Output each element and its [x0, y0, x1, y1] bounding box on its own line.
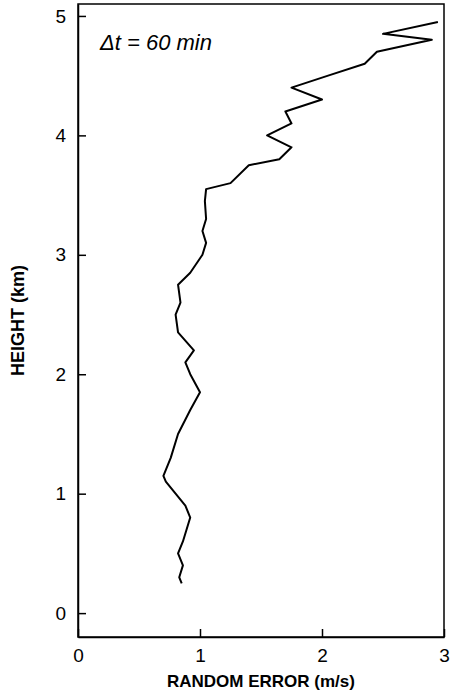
x-tick-label: 0 — [73, 645, 84, 666]
y-tick-mark — [78, 255, 86, 257]
y-tick: 0 — [55, 603, 86, 624]
profile-line — [163, 22, 438, 583]
y-tick-mark — [78, 374, 86, 376]
x-tick: 3 — [439, 629, 450, 666]
y-tick: 2 — [55, 364, 86, 385]
y-tick: 4 — [55, 125, 86, 146]
y-tick: 3 — [55, 244, 86, 265]
y-axis-line — [78, 5, 80, 638]
x-tick-mark — [200, 629, 202, 637]
y-tick-label: 0 — [55, 603, 66, 624]
y-tick: 1 — [55, 483, 86, 504]
x-axis-line — [79, 637, 445, 639]
y-axis-title: HEIGHT (km) — [8, 265, 28, 376]
x-tick-label: 1 — [195, 645, 206, 666]
plot: 0 1 2 3 0 1 2 3 4 5 Δt = 60 min — [55, 4, 449, 666]
x-tick-label: 3 — [439, 645, 450, 666]
y-axis: 0 1 2 3 4 5 — [55, 5, 86, 638]
x-tick-label: 2 — [317, 645, 328, 666]
y-tick-label: 3 — [55, 244, 66, 265]
annotation: Δt = 60 min — [99, 30, 212, 55]
x-tick: 1 — [195, 629, 206, 666]
y-tick: 5 — [55, 6, 86, 27]
y-tick-mark — [78, 135, 86, 137]
y-tick-mark — [78, 613, 86, 615]
y-tick-label: 4 — [55, 125, 66, 146]
x-tick-mark — [444, 629, 446, 637]
x-axis-title: RANDOM ERROR (m/s) — [167, 672, 355, 691]
x-tick-mark — [322, 629, 324, 637]
y-tick-mark — [78, 16, 86, 18]
x-axis: 0 1 2 3 — [73, 629, 450, 666]
chart: 0 1 2 3 0 1 2 3 4 5 Δt = 60 min RANDOM ERROR (m/s) H… — [0, 0, 460, 695]
y-tick-label: 2 — [55, 364, 66, 385]
marks — [163, 22, 438, 583]
y-tick-label: 5 — [55, 6, 66, 27]
y-tick-label: 1 — [55, 483, 66, 504]
y-tick-mark — [78, 493, 86, 495]
plot-frame — [78, 4, 444, 637]
x-tick: 2 — [317, 629, 328, 666]
